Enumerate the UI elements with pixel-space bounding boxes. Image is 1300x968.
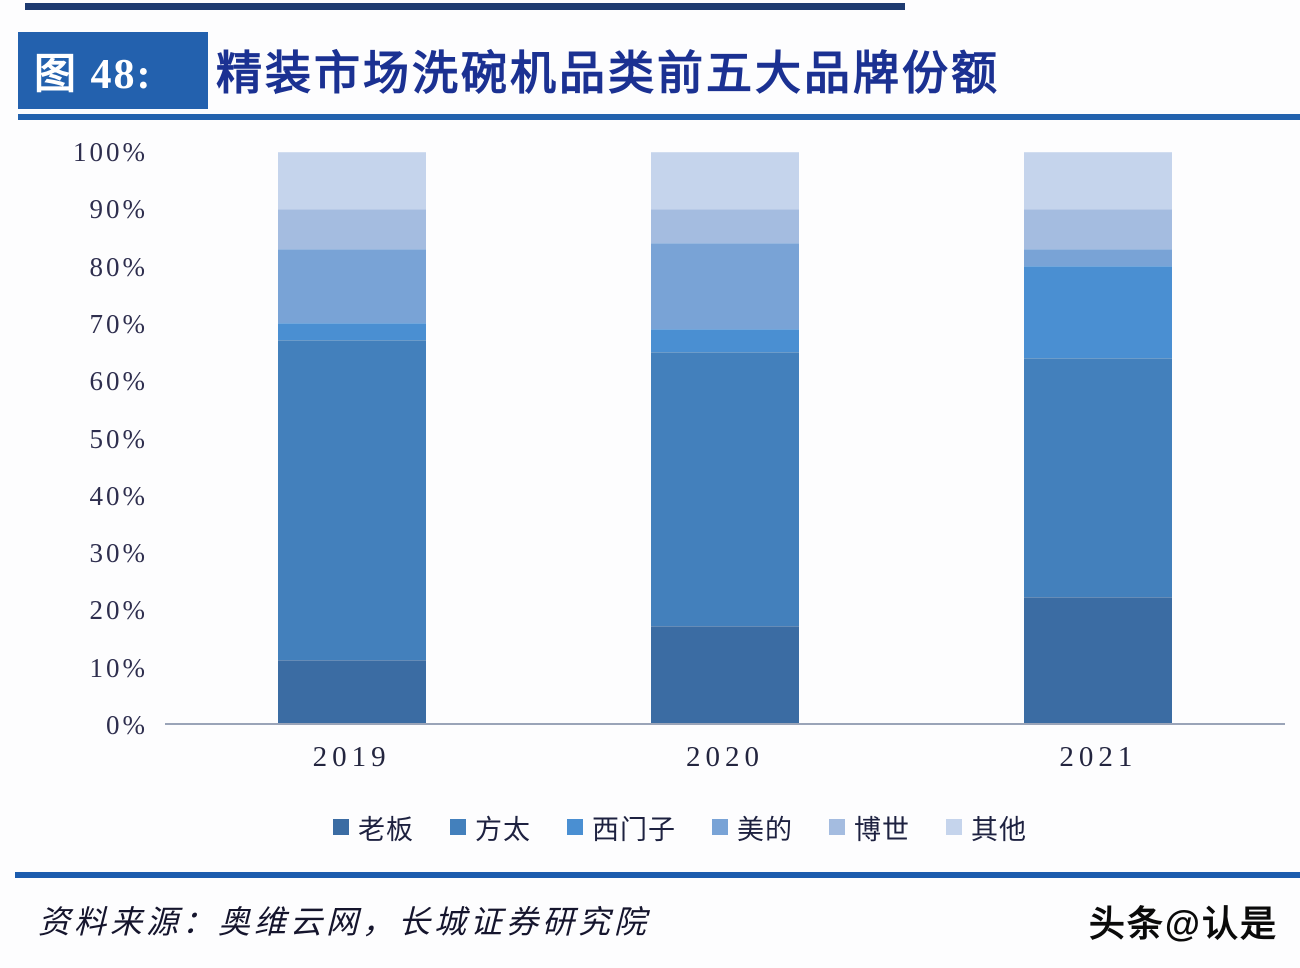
bar-segment-其他-2019 (277, 152, 426, 210)
bar-segment-西门子-2019 (277, 323, 426, 341)
top-border-line (25, 3, 905, 10)
legend-item-博世: 博世 (829, 808, 910, 847)
y-tick-20%: 20% (89, 595, 148, 626)
bar-segment-方太-2019 (277, 340, 426, 661)
legend-swatch-其他 (946, 819, 962, 835)
legend-swatch-老板 (333, 819, 349, 835)
y-tick-100%: 100% (73, 137, 148, 167)
plot-area (165, 152, 1285, 725)
bar-segment-其他-2020 (651, 152, 799, 210)
bar-segment-西门子-2020 (651, 329, 799, 352)
x-axis-label-2021: 2021 (1059, 741, 1138, 773)
figure-number-badge: 图 48: (18, 32, 208, 109)
legend-label-方太: 方太 (475, 814, 531, 845)
legend-label-博世: 博世 (854, 814, 910, 845)
legend-item-老板: 老板 (333, 808, 414, 847)
legend-label-老板: 老板 (358, 814, 414, 845)
figure-title: 精装市场洗碗机品类前五大品牌份额 (216, 48, 1000, 99)
chart-legend: 老板 方太 西门子 美的 博世 其他 (0, 805, 1300, 849)
bar-segment-美的-2020 (651, 243, 799, 330)
source-row: 资料来源：奥维云网，长城证券研究院 头条@认是 (0, 893, 1300, 953)
legend-item-西门子: 西门子 (567, 808, 676, 847)
bar-segment-西门子-2021 (1024, 266, 1173, 358)
legend-item-美的: 美的 (712, 808, 793, 847)
bar-segment-方太-2021 (1024, 357, 1173, 598)
bar-segment-博世-2020 (651, 209, 799, 244)
legend-label-其他: 其他 (971, 814, 1027, 845)
bar-segment-方太-2020 (651, 351, 799, 626)
stacked-bar-2020 (651, 152, 799, 723)
bar-segment-博世-2019 (277, 209, 426, 250)
y-tick-60%: 60% (89, 366, 148, 397)
y-tick-80%: 80% (89, 251, 148, 282)
legend-swatch-博世 (829, 819, 845, 835)
stacked-bar-chart: 2019 2020 2021 0% 10% 20% 30% 40% 50% 60% 70% 80% 90… (0, 130, 1300, 790)
bar-segment-老板-2019 (277, 660, 426, 723)
figure-number-label: 图 48: (34, 52, 153, 98)
y-tick-0%: 0% (106, 710, 148, 740)
title-underline (18, 114, 1300, 120)
y-tick-40%: 40% (89, 480, 148, 511)
data-source-note: 资料来源：奥维云网，长城证券研究院 (38, 904, 651, 940)
bar-segment-其他-2021 (1024, 152, 1173, 210)
bar-segment-老板-2021 (1024, 597, 1173, 723)
y-tick-10%: 10% (89, 652, 148, 683)
stacked-bar-2019 (277, 152, 426, 723)
watermark-text: 头条@认是 (1088, 903, 1278, 944)
bar-segment-老板-2020 (651, 625, 799, 723)
legend-swatch-方太 (450, 819, 466, 835)
bar-segment-美的-2019 (277, 249, 426, 324)
bar-segment-美的-2021 (1024, 249, 1173, 267)
legend-label-西门子: 西门子 (592, 814, 676, 845)
legend-swatch-美的 (712, 819, 728, 835)
bar-segment-博世-2021 (1024, 209, 1173, 250)
legend-item-其他: 其他 (946, 808, 1027, 847)
figure-title-bar: 图 48: 精装市场洗碗机品类前五大品牌份额 (0, 30, 1300, 110)
y-tick-70%: 70% (89, 308, 148, 339)
legend-label-美的: 美的 (737, 814, 793, 845)
x-axis-label-2020: 2020 (686, 741, 764, 773)
y-tick-90%: 90% (89, 194, 148, 225)
bottom-divider-line (15, 872, 1300, 878)
stacked-bar-2021 (1024, 152, 1173, 723)
legend-swatch-西门子 (567, 819, 583, 835)
x-axis-label-2019: 2019 (312, 741, 391, 773)
y-tick-50%: 50% (89, 423, 148, 454)
legend-item-方太: 方太 (450, 808, 531, 847)
y-tick-30%: 30% (89, 538, 148, 569)
